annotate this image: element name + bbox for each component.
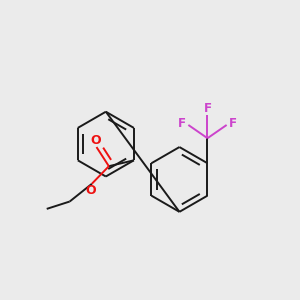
Text: O: O bbox=[91, 134, 101, 147]
Text: F: F bbox=[203, 102, 211, 115]
Text: F: F bbox=[178, 117, 186, 130]
Text: F: F bbox=[229, 117, 237, 130]
Text: O: O bbox=[85, 184, 96, 197]
